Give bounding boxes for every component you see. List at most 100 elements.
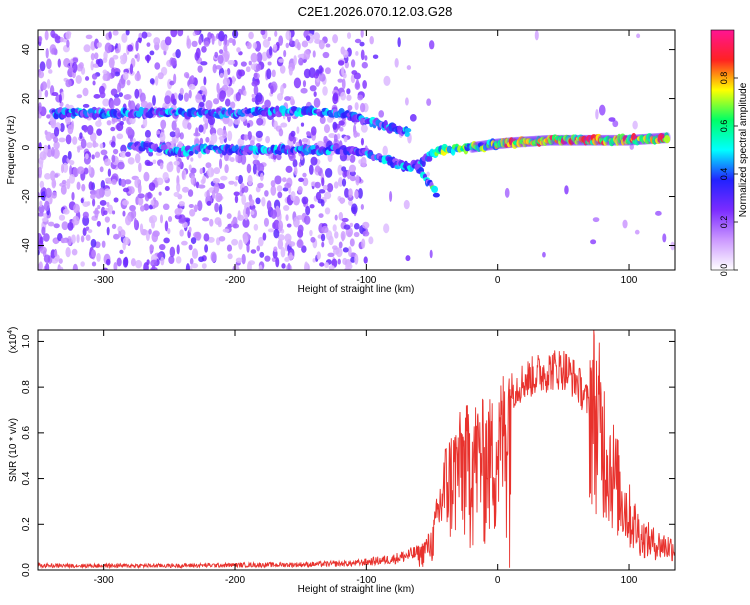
signal-cell <box>663 135 671 144</box>
noise-speck <box>122 199 129 206</box>
noise-speck <box>164 220 169 232</box>
noise-speck <box>343 224 351 230</box>
noise-speck <box>110 126 116 132</box>
noise-speck <box>290 130 296 137</box>
noise-speck <box>203 233 210 242</box>
noise-speck <box>65 116 71 125</box>
noise-speck <box>46 114 51 119</box>
noise-speck <box>88 181 94 191</box>
heatmap-layer <box>38 30 675 270</box>
noise-speck <box>595 109 599 120</box>
noise-speck <box>226 213 232 219</box>
noise-speck <box>80 138 87 149</box>
noise-speck <box>354 102 359 111</box>
noise-speck <box>226 67 231 76</box>
noise-speck <box>218 30 225 42</box>
noise-speck <box>203 41 210 47</box>
noise-speck <box>188 89 192 99</box>
noise-speck <box>662 233 667 243</box>
noise-speck <box>252 42 257 50</box>
snr-x-label: Height of straight line (km) <box>298 584 415 595</box>
noise-speck <box>175 127 181 139</box>
noise-speck <box>234 195 239 204</box>
noise-speck <box>255 64 262 72</box>
noise-speck <box>278 35 284 46</box>
noise-speck <box>261 196 266 207</box>
noise-speck <box>174 208 182 216</box>
noise-speck <box>129 100 136 112</box>
noise-speck <box>130 258 136 267</box>
colorbar: 0.0 0.2 0.4 0.6 0.8 Normalized spectral ampl… <box>710 29 749 276</box>
noise-speck <box>426 98 432 106</box>
noise-speck <box>107 204 114 215</box>
noise-speck <box>360 49 365 61</box>
noise-speck <box>118 78 126 89</box>
noise-speck <box>136 52 140 62</box>
noise-speck <box>136 103 141 109</box>
noise-speck <box>158 191 162 196</box>
noise-speck <box>237 174 244 185</box>
noise-speck <box>258 264 263 270</box>
noise-speck <box>224 164 229 174</box>
noise-speck <box>109 100 115 111</box>
noise-speck <box>49 170 56 181</box>
noise-speck <box>120 229 126 238</box>
noise-speck <box>297 53 305 59</box>
noise-speck <box>116 133 124 140</box>
noise-speck <box>117 161 125 170</box>
noise-speck <box>321 241 325 248</box>
noise-speck <box>72 215 80 226</box>
noise-speck <box>202 94 206 103</box>
noise-speck <box>86 142 93 149</box>
noise-speck <box>45 187 52 199</box>
noise-speck <box>198 184 206 189</box>
noise-speck <box>313 72 319 79</box>
noise-speck <box>160 119 167 130</box>
noise-speck <box>195 47 201 59</box>
snr-panel: -300 -200 -100 0 100 0.0 0.2 0.4 0.6 0.8 1.0 Heigh… <box>7 327 676 595</box>
noise-speck <box>38 212 45 217</box>
noise-speck <box>54 173 59 178</box>
noise-speck <box>349 175 356 182</box>
noise-speck <box>127 44 134 52</box>
noise-speck <box>285 30 292 41</box>
noise-speck <box>156 130 161 135</box>
noise-speck <box>348 164 357 173</box>
noise-speck <box>112 54 119 60</box>
noise-speck <box>238 239 243 250</box>
noise-speck <box>54 249 58 257</box>
noise-speck <box>337 164 343 176</box>
noise-speck <box>629 143 634 150</box>
noise-speck <box>110 88 118 96</box>
noise-speck <box>312 258 317 263</box>
noise-speck <box>183 71 190 79</box>
noise-speck <box>312 50 316 58</box>
noise-speck <box>233 191 240 196</box>
noise-speck <box>121 33 128 43</box>
noise-speck <box>406 65 412 71</box>
noise-speck <box>339 126 344 132</box>
noise-speck <box>250 210 255 215</box>
noise-speck <box>43 254 51 264</box>
noise-speck <box>120 58 127 65</box>
noise-speck <box>288 252 293 261</box>
noise-speck <box>342 72 347 79</box>
noise-speck <box>302 80 307 88</box>
noise-speck <box>210 251 217 263</box>
noise-speck <box>62 208 70 215</box>
noise-speck <box>139 205 145 212</box>
noise-speck <box>321 225 329 234</box>
snr-layer <box>38 330 675 570</box>
noise-speck <box>359 41 365 47</box>
noise-speck <box>248 31 254 40</box>
snr-y-tick-label: 0.2 <box>21 517 32 531</box>
noise-speck <box>236 47 241 53</box>
noise-speck <box>287 262 291 270</box>
noise-speck <box>292 159 298 168</box>
noise-speck <box>622 219 628 229</box>
noise-speck <box>95 120 102 127</box>
noise-speck <box>270 209 278 219</box>
noise-speck <box>149 50 155 56</box>
noise-speck <box>202 217 210 222</box>
noise-speck <box>148 151 154 157</box>
